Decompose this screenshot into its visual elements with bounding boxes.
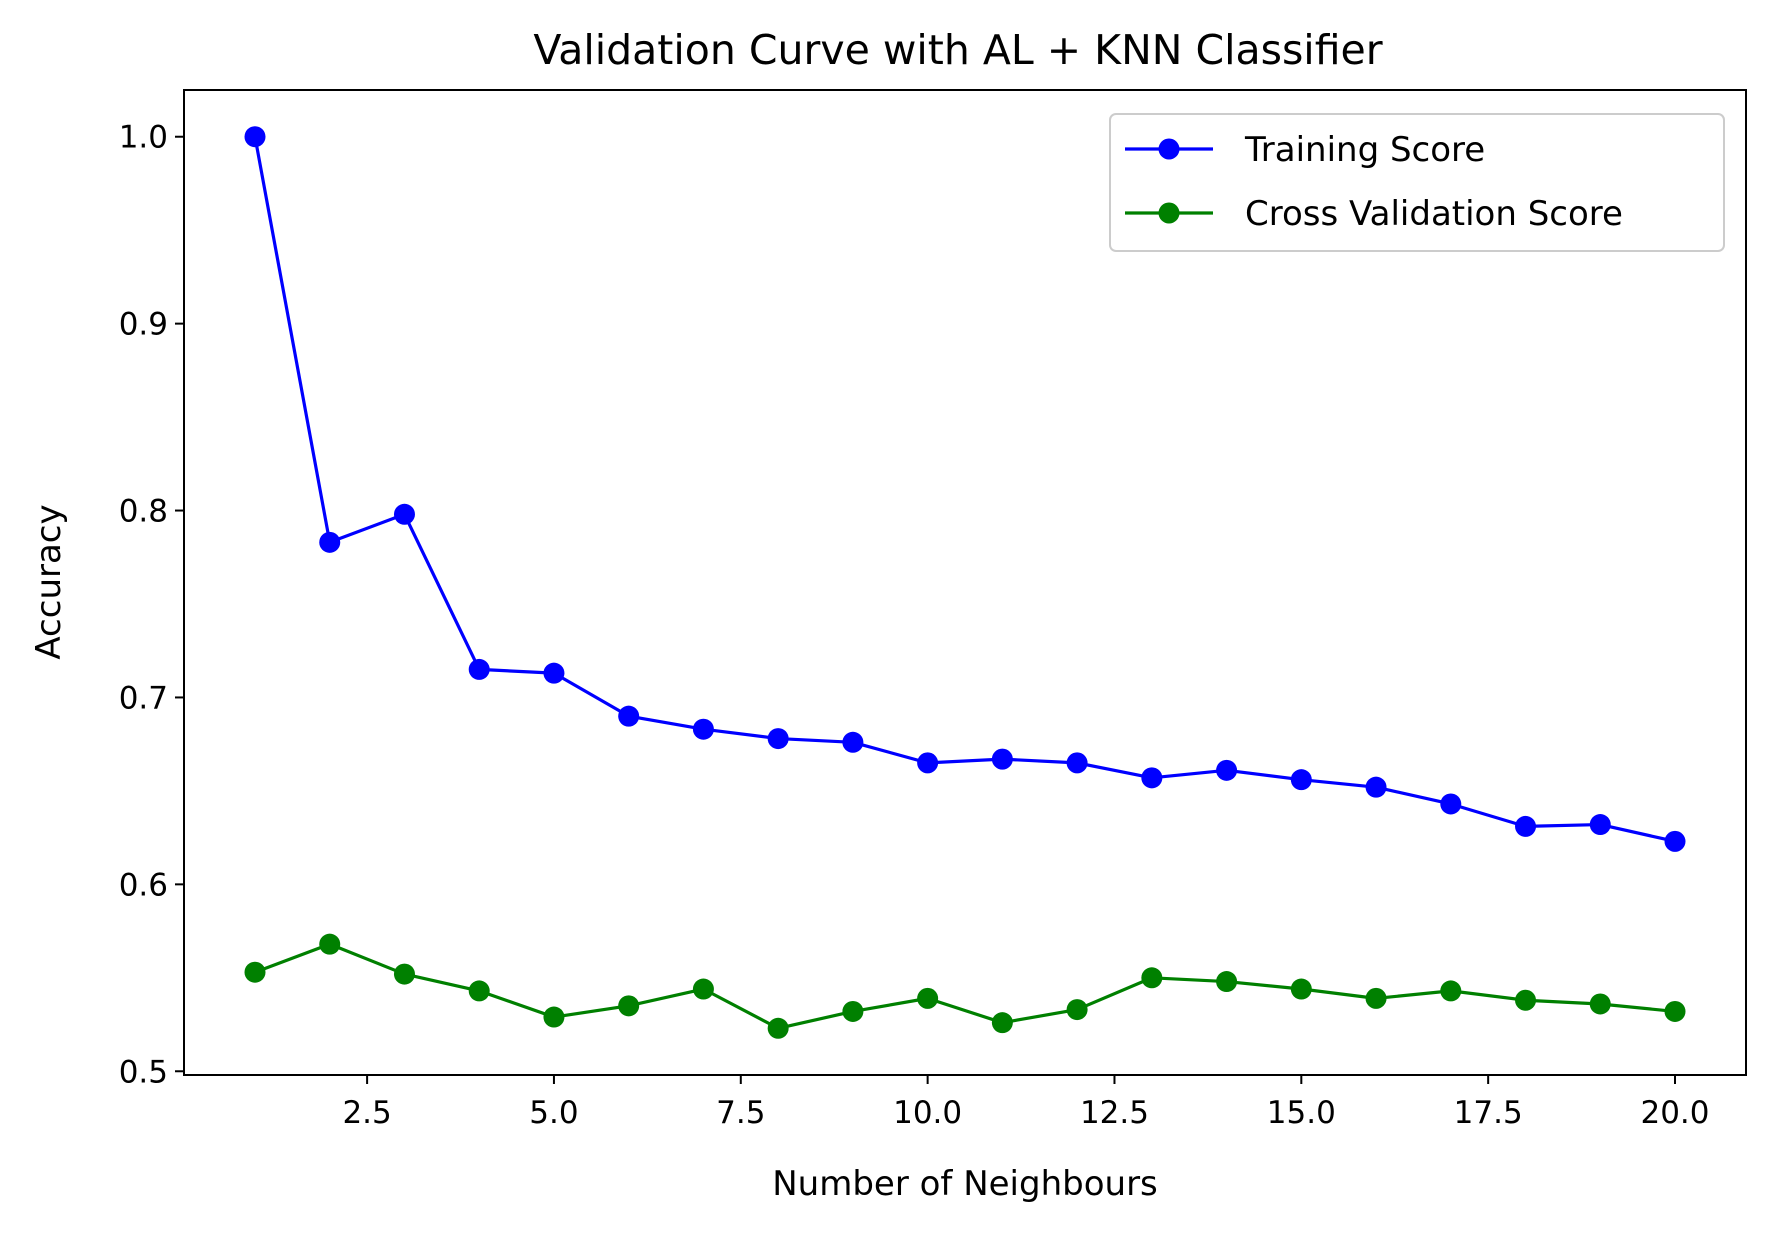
data-point-cross-validation-score bbox=[1141, 967, 1163, 989]
y-tick-label: 0.8 bbox=[119, 494, 168, 530]
data-point-cross-validation-score bbox=[1515, 989, 1537, 1011]
x-tick-label: 15.0 bbox=[1267, 1095, 1336, 1131]
data-point-cross-validation-score bbox=[767, 1017, 789, 1039]
data-point-training-score bbox=[319, 531, 341, 553]
data-point-training-score bbox=[1664, 830, 1686, 852]
y-axis-ticks: 0.5 0.6 0.7 0.8 0.9 1.0 bbox=[119, 120, 184, 1090]
legend-label-training: Training Score bbox=[1244, 130, 1485, 170]
data-point-training-score bbox=[1066, 752, 1088, 774]
data-point-cross-validation-score bbox=[1290, 978, 1312, 1000]
data-point-cross-validation-score bbox=[991, 1012, 1013, 1034]
data-point-training-score bbox=[618, 705, 640, 727]
data-point-cross-validation-score bbox=[244, 961, 266, 983]
x-tick-label: 12.5 bbox=[1080, 1095, 1149, 1131]
x-tick-label: 7.5 bbox=[716, 1095, 765, 1131]
data-point-training-score bbox=[692, 718, 714, 740]
chart-title: Validation Curve with AL + KNN Classifie… bbox=[533, 26, 1382, 74]
x-tick-label: 10.0 bbox=[893, 1095, 962, 1131]
x-tick-label: 20.0 bbox=[1640, 1095, 1709, 1131]
data-point-training-score bbox=[1216, 759, 1238, 781]
data-point-cross-validation-score bbox=[917, 987, 939, 1009]
y-tick-label: 0.7 bbox=[119, 680, 168, 716]
data-point-cross-validation-score bbox=[1589, 993, 1611, 1015]
plot-frame bbox=[183, 89, 1747, 1076]
y-tick-label: 1.0 bbox=[119, 120, 168, 156]
data-point-training-score bbox=[1440, 793, 1462, 815]
y-tick-label: 0.9 bbox=[119, 307, 168, 343]
data-point-cross-validation-score bbox=[1216, 971, 1238, 993]
data-point-training-score bbox=[468, 658, 490, 680]
x-axis-ticks: 2.5 5.0 7.5 10.0 12.5 15.0 17.5 20.0 bbox=[342, 1075, 1710, 1131]
data-point-cross-validation-score bbox=[1066, 999, 1088, 1021]
data-point-training-score bbox=[393, 503, 415, 525]
data-point-cross-validation-score bbox=[319, 933, 341, 955]
x-tick-label: 2.5 bbox=[342, 1095, 391, 1131]
data-point-cross-validation-score bbox=[842, 1000, 864, 1022]
series-line-cross-validation-score bbox=[254, 942, 1676, 1030]
x-tick-label: 17.5 bbox=[1454, 1095, 1523, 1131]
data-point-cross-validation-score bbox=[393, 963, 415, 985]
data-point-training-score bbox=[991, 748, 1013, 770]
data-point-training-score bbox=[244, 126, 266, 148]
legend-marker-training bbox=[1158, 138, 1180, 160]
data-point-cross-validation-score bbox=[543, 1006, 565, 1028]
data-point-training-score bbox=[1141, 767, 1163, 789]
data-point-training-score bbox=[1589, 814, 1611, 836]
data-point-training-score bbox=[1290, 769, 1312, 791]
legend-box bbox=[1109, 113, 1725, 252]
data-point-training-score bbox=[1365, 776, 1387, 798]
data-point-training-score bbox=[767, 728, 789, 750]
data-point-cross-validation-score bbox=[618, 995, 640, 1017]
data-point-training-score bbox=[1515, 815, 1537, 837]
y-tick-label: 0.6 bbox=[119, 867, 168, 903]
legend-label-cross-validation: Cross Validation Score bbox=[1245, 194, 1623, 234]
x-tick-label: 5.0 bbox=[529, 1095, 578, 1131]
data-point-cross-validation-score bbox=[468, 980, 490, 1002]
data-point-training-score bbox=[543, 662, 565, 684]
x-axis-label: Number of Neighbours bbox=[772, 1164, 1158, 1204]
data-point-cross-validation-score bbox=[1440, 980, 1462, 1002]
series-layer bbox=[244, 126, 1686, 1039]
y-axis-label: Accuracy bbox=[29, 504, 69, 659]
y-tick-label: 0.5 bbox=[119, 1054, 168, 1090]
legend-marker-cross-validation bbox=[1158, 202, 1180, 224]
data-point-cross-validation-score bbox=[692, 978, 714, 1000]
data-point-training-score bbox=[842, 731, 864, 753]
series-line-training-score bbox=[253, 136, 1676, 843]
data-point-cross-validation-score bbox=[1365, 987, 1387, 1009]
data-point-cross-validation-score bbox=[1664, 1000, 1686, 1022]
data-point-training-score bbox=[917, 752, 939, 774]
legend: Training Score Cross Validation Score bbox=[1109, 113, 1725, 252]
